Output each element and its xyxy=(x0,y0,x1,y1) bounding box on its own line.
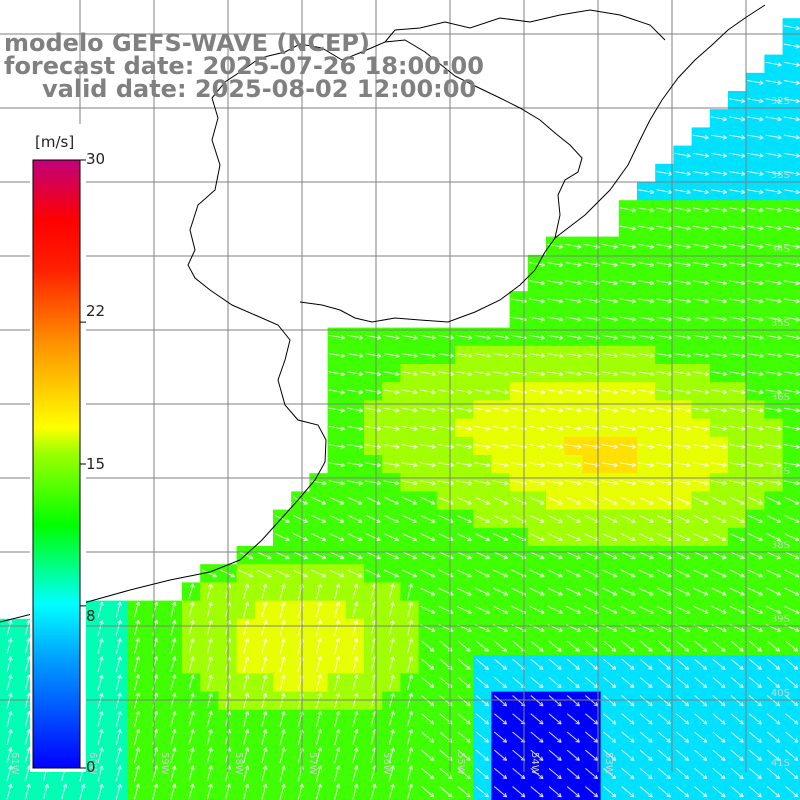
wind-arrow xyxy=(747,116,764,122)
wind-arrow xyxy=(765,152,782,158)
wind-arrow xyxy=(765,61,782,67)
wind-arrow xyxy=(765,171,782,177)
wind-arrow xyxy=(729,134,746,140)
wind-arrow xyxy=(765,80,782,86)
wind-arrow xyxy=(747,134,764,140)
colorbar-tick-15: 15 xyxy=(86,455,106,473)
wind-arrow xyxy=(638,189,655,195)
wind-arrow xyxy=(783,61,800,67)
wind-arrow xyxy=(710,134,728,140)
wind-arrow xyxy=(692,171,709,177)
wind-arrow xyxy=(729,98,746,104)
wind-arrow xyxy=(783,98,800,104)
colorbar-unit: [m/s] xyxy=(35,133,75,151)
colorbar-tick-22: 22 xyxy=(86,302,106,320)
wind-arrow xyxy=(783,43,800,49)
wind-arrow xyxy=(747,171,764,177)
wind-arrow xyxy=(783,80,800,86)
colorbar-tick-8: 8 xyxy=(86,607,96,625)
colorbar-gradient xyxy=(32,159,81,769)
wind-arrow xyxy=(674,171,691,177)
wind-arrow xyxy=(674,152,691,158)
wind-direction-arrows xyxy=(6,25,800,800)
wind-arrow xyxy=(729,152,746,158)
wind-arrow xyxy=(783,152,800,158)
wind-arrow xyxy=(710,116,728,122)
wind-arrow xyxy=(710,152,728,158)
wind-arrow xyxy=(765,116,782,122)
wind-arrow xyxy=(783,116,800,122)
wind-arrow xyxy=(747,80,764,86)
wind-arrow xyxy=(729,116,746,122)
wind-arrow xyxy=(783,171,800,177)
wind-arrow xyxy=(692,134,709,140)
wind-arrow xyxy=(747,152,764,158)
wind-arrow xyxy=(674,189,691,195)
wind-arrow xyxy=(783,134,800,140)
colorbar-tick-0: 0 xyxy=(86,758,96,776)
wind-arrow xyxy=(692,152,709,158)
wind-arrow xyxy=(710,171,728,177)
wind-arrow xyxy=(765,98,782,104)
wind-arrow xyxy=(765,134,782,140)
wind-arrow xyxy=(783,25,800,31)
wind-arrow xyxy=(729,171,746,177)
wind-arrow xyxy=(747,98,764,104)
colorbar-tick-30: 30 xyxy=(86,150,106,168)
